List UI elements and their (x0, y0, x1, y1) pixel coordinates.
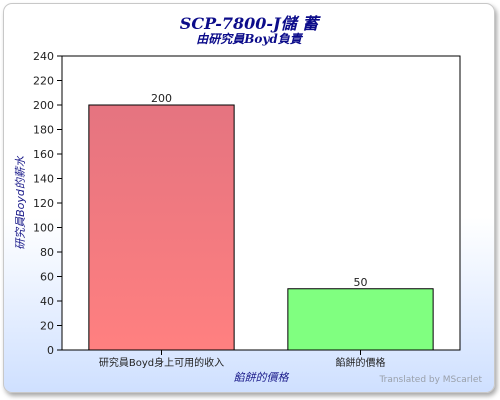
y-tick-label: 80 (40, 246, 54, 259)
x-axis-title: 餡餅的價格 (234, 371, 290, 384)
credit-text: Translated by MScarlet (379, 375, 482, 385)
y-tick-label: 200 (33, 99, 54, 112)
bar-0 (88, 104, 235, 351)
y-axis: 0 20 40 60 80 100 120 140 160 180 200 220 240 (33, 50, 62, 357)
bars: 200 50 (88, 92, 434, 351)
x-category-label-0: 研究員Boyd身上可用的收入 (99, 356, 224, 369)
y-axis-title: 研究員Boyd的薪水 (14, 155, 27, 250)
chart-title: SCP-7800-J儲 蓄 (179, 14, 319, 33)
data-label-0: 200 (151, 92, 172, 105)
x-axis: 研究員Boyd身上可用的收入 餡餅的價格 (99, 350, 386, 369)
y-tick-label: 240 (33, 50, 54, 63)
y-tick-label: 60 (40, 271, 54, 284)
y-tick-label: 140 (33, 173, 54, 186)
y-tick-label: 40 (40, 295, 54, 308)
y-tick-label: 180 (33, 124, 54, 137)
y-tick-label: 20 (40, 320, 54, 333)
bar-1 (287, 288, 434, 351)
y-tick-label: 220 (33, 75, 54, 88)
y-tick-label: 120 (33, 197, 54, 210)
chart-card: SCP-7800-J儲 蓄 由研究員Boyd負責 0 20 40 60 80 100 120… (3, 3, 495, 393)
chart-subtitle: 由研究員Boyd負責 (196, 32, 302, 46)
y-tick-label: 0 (47, 344, 54, 357)
data-label-1: 50 (354, 276, 368, 289)
y-tick-label: 100 (33, 222, 54, 235)
y-tick-label: 160 (33, 148, 54, 161)
x-category-label-1: 餡餅的價格 (336, 356, 386, 369)
